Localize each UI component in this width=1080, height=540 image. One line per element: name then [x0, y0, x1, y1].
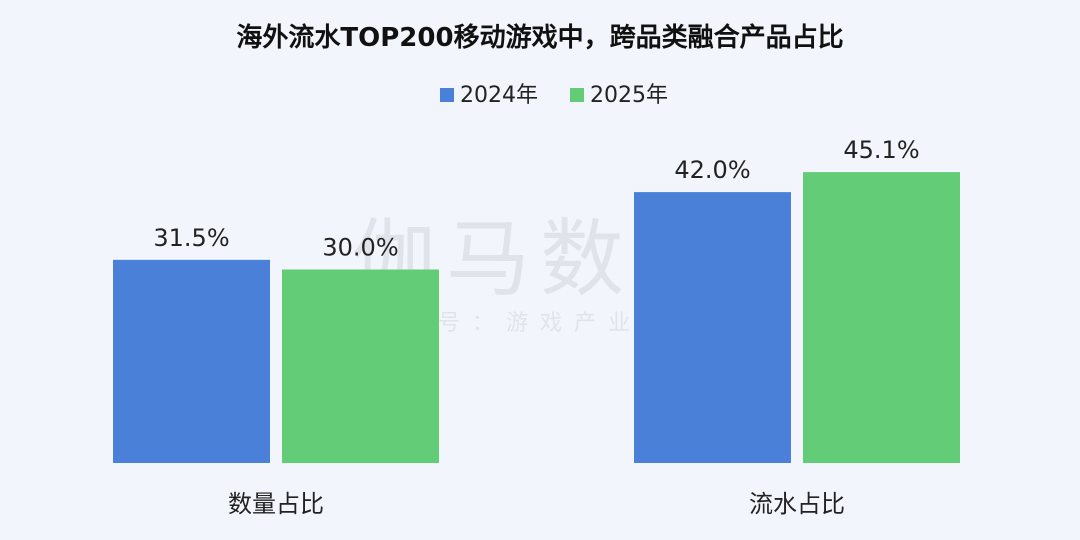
legend-label-2: 2025年	[590, 83, 668, 108]
bars-layer	[113, 172, 960, 464]
bar-1-2	[282, 269, 439, 463]
value-label-2-2: 45.1%	[843, 136, 919, 164]
category-label-2: 流水占比	[749, 490, 845, 518]
bar-2-1	[634, 192, 791, 463]
bar-2-2	[803, 172, 960, 464]
bar-1-1	[113, 259, 270, 463]
legend: 2024年 2025年	[440, 83, 668, 108]
legend-swatch-2	[570, 88, 584, 102]
chart-title: 海外流水TOP200移动游戏中，跨品类融合产品占比	[236, 22, 843, 53]
value-label-1-1: 31.5%	[153, 224, 229, 252]
category-label-1: 数量占比	[228, 490, 324, 518]
legend-swatch-1	[440, 88, 454, 102]
labels-layer: 31.5% 30.0% 数量占比 42.0% 45.1% 流水占比	[153, 136, 919, 518]
legend-label-1: 2024年	[460, 83, 538, 108]
value-label-1-2: 30.0%	[322, 234, 398, 262]
value-label-2-1: 42.0%	[674, 156, 750, 184]
